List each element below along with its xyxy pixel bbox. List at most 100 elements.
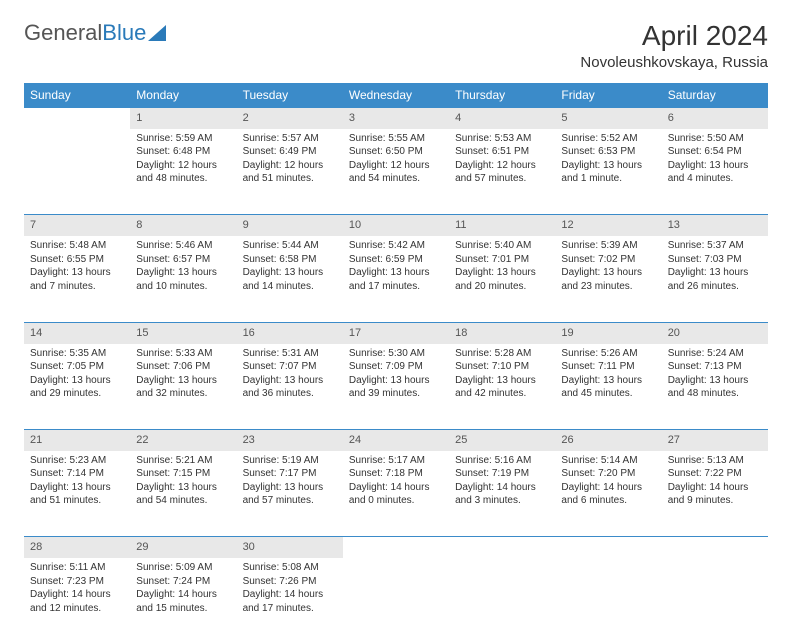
- daylight-text: Daylight: 14 hours and 17 minutes.: [243, 588, 337, 615]
- day-number-row: 123456: [24, 108, 768, 129]
- sunset-text: Sunset: 7:11 PM: [561, 360, 655, 374]
- sunrise-text: Sunrise: 5:55 AM: [349, 132, 443, 146]
- day-cell: Sunrise: 5:35 AMSunset: 7:05 PMDaylight:…: [24, 344, 130, 430]
- day-details: Sunrise: 5:50 AMSunset: 6:54 PMDaylight:…: [662, 129, 768, 192]
- day-cell: Sunrise: 5:13 AMSunset: 7:22 PMDaylight:…: [662, 451, 768, 537]
- day-number-row: 14151617181920: [24, 322, 768, 343]
- day-cell: [662, 558, 768, 644]
- day-details: Sunrise: 5:44 AMSunset: 6:58 PMDaylight:…: [237, 236, 343, 299]
- day-number-cell: 18: [449, 322, 555, 343]
- sunrise-text: Sunrise: 5:53 AM: [455, 132, 549, 146]
- day-content-row: Sunrise: 5:48 AMSunset: 6:55 PMDaylight:…: [24, 236, 768, 322]
- day-number-cell: 28: [24, 537, 130, 558]
- daylight-text: Daylight: 13 hours and 42 minutes.: [455, 374, 549, 401]
- day-cell: Sunrise: 5:19 AMSunset: 7:17 PMDaylight:…: [237, 451, 343, 537]
- day-details: Sunrise: 5:19 AMSunset: 7:17 PMDaylight:…: [237, 451, 343, 514]
- sunset-text: Sunset: 7:13 PM: [668, 360, 762, 374]
- daylight-text: Daylight: 13 hours and 20 minutes.: [455, 266, 549, 293]
- day-cell: Sunrise: 5:48 AMSunset: 6:55 PMDaylight:…: [24, 236, 130, 322]
- daylight-text: Daylight: 14 hours and 15 minutes.: [136, 588, 230, 615]
- sunset-text: Sunset: 6:50 PM: [349, 145, 443, 159]
- sunset-text: Sunset: 7:15 PM: [136, 467, 230, 481]
- day-number-cell: 10: [343, 215, 449, 236]
- sunrise-text: Sunrise: 5:35 AM: [30, 347, 124, 361]
- sunset-text: Sunset: 7:07 PM: [243, 360, 337, 374]
- day-details: Sunrise: 5:30 AMSunset: 7:09 PMDaylight:…: [343, 344, 449, 407]
- day-number-cell: [449, 537, 555, 558]
- day-cell: Sunrise: 5:42 AMSunset: 6:59 PMDaylight:…: [343, 236, 449, 322]
- location-label: Novoleushkovskaya, Russia: [580, 54, 768, 71]
- daylight-text: Daylight: 14 hours and 6 minutes.: [561, 481, 655, 508]
- day-cell: Sunrise: 5:57 AMSunset: 6:49 PMDaylight:…: [237, 129, 343, 215]
- daylight-text: Daylight: 13 hours and 45 minutes.: [561, 374, 655, 401]
- sunrise-text: Sunrise: 5:59 AM: [136, 132, 230, 146]
- day-cell: Sunrise: 5:59 AMSunset: 6:48 PMDaylight:…: [130, 129, 236, 215]
- weekday-header: Thursday: [449, 83, 555, 108]
- day-number-cell: 9: [237, 215, 343, 236]
- day-cell: [449, 558, 555, 644]
- day-number-cell: 2: [237, 108, 343, 129]
- day-details: Sunrise: 5:17 AMSunset: 7:18 PMDaylight:…: [343, 451, 449, 514]
- day-cell: [24, 129, 130, 215]
- sunset-text: Sunset: 7:23 PM: [30, 575, 124, 589]
- day-number-cell: 29: [130, 537, 236, 558]
- day-number-cell: 3: [343, 108, 449, 129]
- day-number-cell: 22: [130, 430, 236, 451]
- day-number-cell: 12: [555, 215, 661, 236]
- sunrise-text: Sunrise: 5:28 AM: [455, 347, 549, 361]
- day-cell: Sunrise: 5:33 AMSunset: 7:06 PMDaylight:…: [130, 344, 236, 430]
- daylight-text: Daylight: 13 hours and 51 minutes.: [30, 481, 124, 508]
- day-details: Sunrise: 5:48 AMSunset: 6:55 PMDaylight:…: [24, 236, 130, 299]
- sunrise-text: Sunrise: 5:13 AM: [668, 454, 762, 468]
- day-cell: Sunrise: 5:50 AMSunset: 6:54 PMDaylight:…: [662, 129, 768, 215]
- day-number-cell: 26: [555, 430, 661, 451]
- sunset-text: Sunset: 6:55 PM: [30, 253, 124, 267]
- day-number-cell: 4: [449, 108, 555, 129]
- day-details: Sunrise: 5:53 AMSunset: 6:51 PMDaylight:…: [449, 129, 555, 192]
- daylight-text: Daylight: 14 hours and 12 minutes.: [30, 588, 124, 615]
- sunset-text: Sunset: 7:14 PM: [30, 467, 124, 481]
- day-cell: [555, 558, 661, 644]
- logo: GeneralBlue: [24, 20, 166, 46]
- sunset-text: Sunset: 7:22 PM: [668, 467, 762, 481]
- sunset-text: Sunset: 6:49 PM: [243, 145, 337, 159]
- day-cell: Sunrise: 5:23 AMSunset: 7:14 PMDaylight:…: [24, 451, 130, 537]
- sunrise-text: Sunrise: 5:26 AM: [561, 347, 655, 361]
- weekday-header: Monday: [130, 83, 236, 108]
- day-details: Sunrise: 5:46 AMSunset: 6:57 PMDaylight:…: [130, 236, 236, 299]
- day-cell: Sunrise: 5:39 AMSunset: 7:02 PMDaylight:…: [555, 236, 661, 322]
- sunrise-text: Sunrise: 5:52 AM: [561, 132, 655, 146]
- day-number-cell: 23: [237, 430, 343, 451]
- sunrise-text: Sunrise: 5:21 AM: [136, 454, 230, 468]
- month-title: April 2024: [580, 20, 768, 52]
- day-details: Sunrise: 5:21 AMSunset: 7:15 PMDaylight:…: [130, 451, 236, 514]
- sunset-text: Sunset: 6:58 PM: [243, 253, 337, 267]
- daylight-text: Daylight: 13 hours and 4 minutes.: [668, 159, 762, 186]
- daylight-text: Daylight: 13 hours and 23 minutes.: [561, 266, 655, 293]
- day-details: Sunrise: 5:57 AMSunset: 6:49 PMDaylight:…: [237, 129, 343, 192]
- day-number-cell: [343, 537, 449, 558]
- day-number-cell: 1: [130, 108, 236, 129]
- sunrise-text: Sunrise: 5:30 AM: [349, 347, 443, 361]
- daylight-text: Daylight: 13 hours and 14 minutes.: [243, 266, 337, 293]
- day-number-cell: 25: [449, 430, 555, 451]
- day-details: Sunrise: 5:28 AMSunset: 7:10 PMDaylight:…: [449, 344, 555, 407]
- logo-triangle-icon: [148, 25, 166, 41]
- sunset-text: Sunset: 7:06 PM: [136, 360, 230, 374]
- sunrise-text: Sunrise: 5:16 AM: [455, 454, 549, 468]
- day-cell: Sunrise: 5:16 AMSunset: 7:19 PMDaylight:…: [449, 451, 555, 537]
- day-cell: Sunrise: 5:44 AMSunset: 6:58 PMDaylight:…: [237, 236, 343, 322]
- day-details: Sunrise: 5:42 AMSunset: 6:59 PMDaylight:…: [343, 236, 449, 299]
- weekday-header: Saturday: [662, 83, 768, 108]
- daylight-text: Daylight: 13 hours and 48 minutes.: [668, 374, 762, 401]
- day-cell: Sunrise: 5:55 AMSunset: 6:50 PMDaylight:…: [343, 129, 449, 215]
- daylight-text: Daylight: 13 hours and 57 minutes.: [243, 481, 337, 508]
- daylight-text: Daylight: 13 hours and 54 minutes.: [136, 481, 230, 508]
- sunset-text: Sunset: 7:24 PM: [136, 575, 230, 589]
- day-number-cell: [555, 537, 661, 558]
- daylight-text: Daylight: 13 hours and 26 minutes.: [668, 266, 762, 293]
- day-cell: Sunrise: 5:26 AMSunset: 7:11 PMDaylight:…: [555, 344, 661, 430]
- day-number-cell: 17: [343, 322, 449, 343]
- sunrise-text: Sunrise: 5:37 AM: [668, 239, 762, 253]
- daylight-text: Daylight: 14 hours and 3 minutes.: [455, 481, 549, 508]
